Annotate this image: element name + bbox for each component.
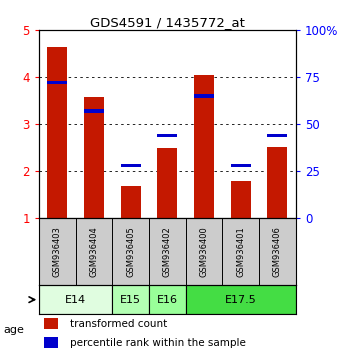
Text: percentile rank within the sample: percentile rank within the sample — [70, 338, 246, 348]
Bar — [267, 147, 288, 218]
Bar — [44, 318, 58, 330]
Bar — [39, 285, 112, 314]
Title: GDS4591 / 1435772_at: GDS4591 / 1435772_at — [90, 16, 245, 29]
Text: GSM936402: GSM936402 — [163, 226, 172, 277]
Bar — [231, 164, 251, 167]
Bar — [267, 134, 288, 137]
Bar — [194, 75, 214, 218]
Bar — [157, 134, 177, 137]
Text: E17.5: E17.5 — [225, 295, 257, 305]
Text: transformed count: transformed count — [70, 319, 167, 329]
Bar — [47, 81, 67, 84]
Bar — [84, 109, 104, 113]
Bar — [112, 285, 149, 314]
Text: E15: E15 — [120, 295, 141, 305]
Bar — [121, 186, 141, 218]
Bar — [186, 285, 296, 314]
Bar — [47, 46, 67, 218]
Text: GSM936401: GSM936401 — [236, 226, 245, 277]
Text: E16: E16 — [157, 295, 178, 305]
Bar — [121, 164, 141, 167]
Text: GSM936404: GSM936404 — [90, 226, 98, 277]
Text: GSM936406: GSM936406 — [273, 226, 282, 277]
Bar — [149, 285, 186, 314]
Text: E14: E14 — [65, 295, 86, 305]
Text: GSM936400: GSM936400 — [199, 226, 209, 277]
Bar — [44, 337, 58, 348]
Bar — [157, 148, 177, 218]
Bar — [84, 97, 104, 218]
Bar — [231, 181, 251, 218]
Text: age: age — [3, 325, 24, 335]
Text: GSM936405: GSM936405 — [126, 226, 135, 277]
Bar — [194, 94, 214, 97]
Text: GSM936403: GSM936403 — [53, 226, 62, 277]
